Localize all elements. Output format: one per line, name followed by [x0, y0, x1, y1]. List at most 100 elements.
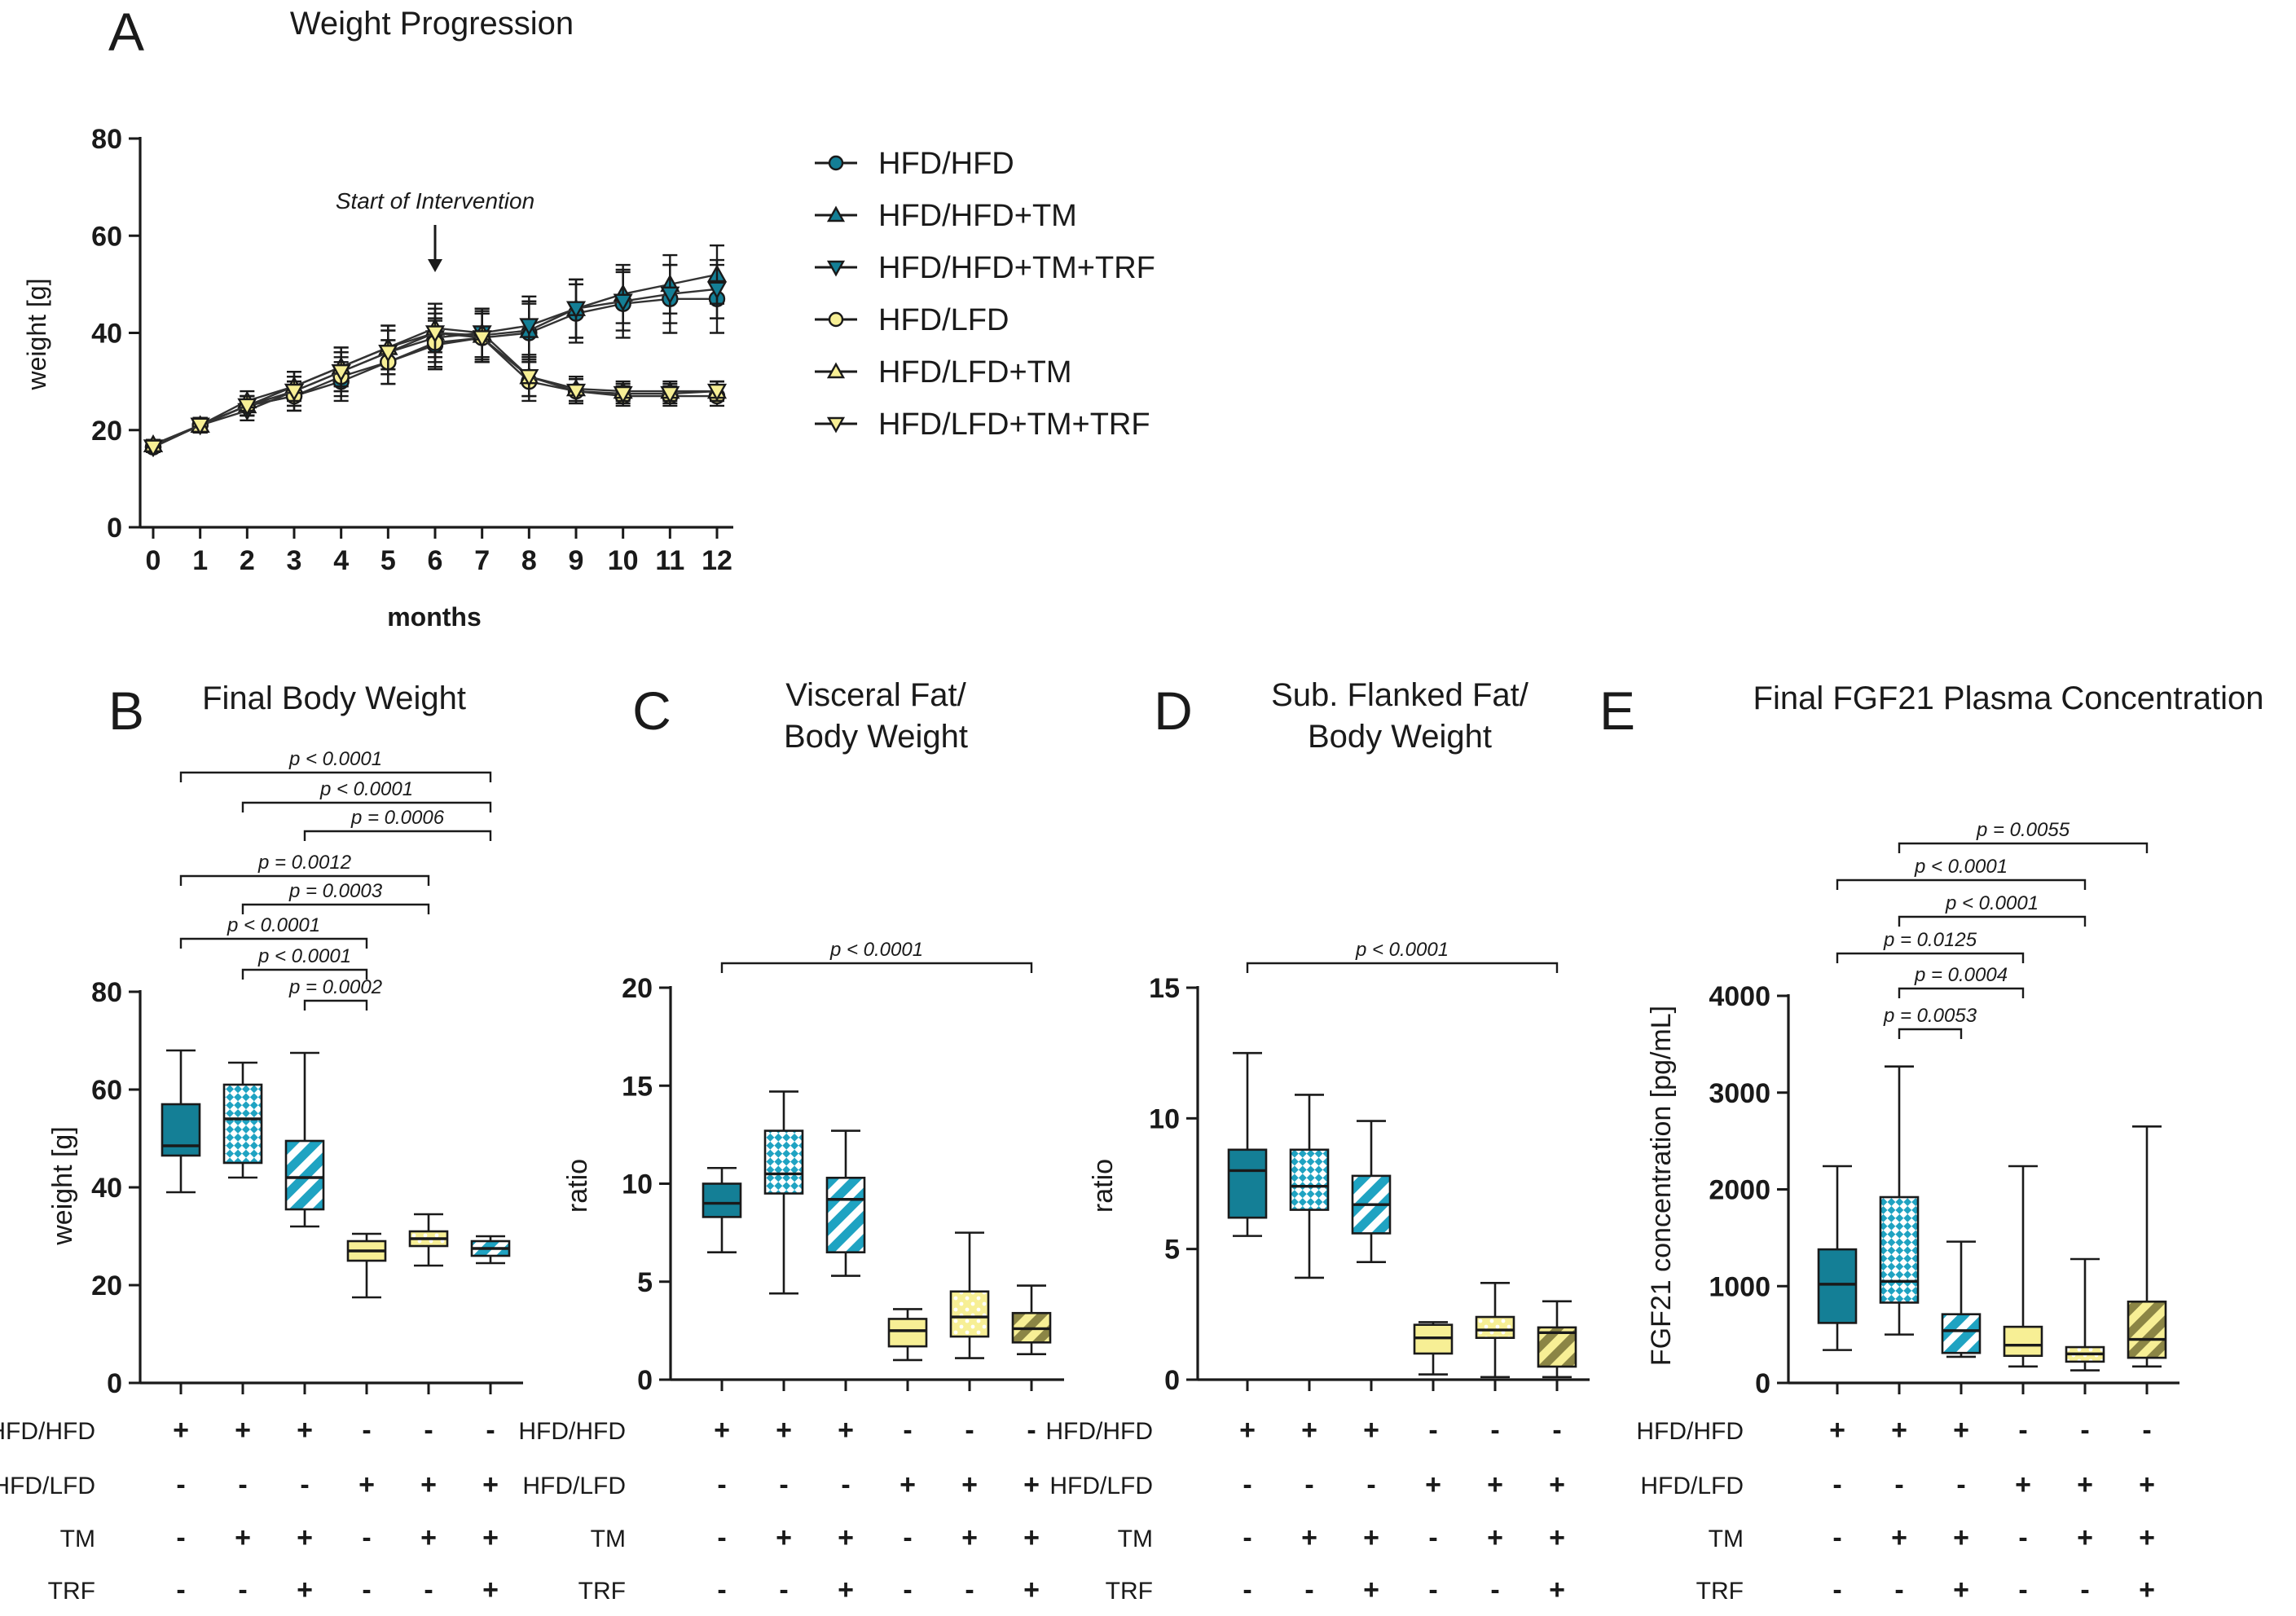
box-c-5	[1011, 1284, 1052, 1356]
p-value-label: p = 0.0053	[1883, 1005, 1977, 1027]
data-point	[143, 439, 164, 458]
condition-mark: -	[1832, 1574, 1841, 1605]
y-tick-label-b: 20	[91, 1270, 122, 1301]
condition-mark: -	[1366, 1469, 1375, 1500]
x-tick-label-a: 1	[192, 545, 208, 576]
box-iqr	[161, 1103, 201, 1157]
chart-title-c: Visceral Fat/	[785, 677, 966, 713]
legend-label: HFD/LFD	[878, 303, 1009, 337]
condition-mark: -	[841, 1469, 850, 1500]
y-tick-label-e: 2000	[1709, 1175, 1770, 1206]
x-tick-label-a: 8	[521, 545, 537, 576]
condition-mark: +	[2077, 1522, 2093, 1553]
p-value-label: p < 0.0001	[319, 778, 413, 800]
condition-mark: +	[1829, 1415, 1845, 1446]
condition-mark: +	[1487, 1522, 1503, 1553]
condition-mark: -	[717, 1469, 726, 1500]
condition-mark: +	[1023, 1522, 1040, 1553]
box-iqr	[1879, 1195, 1920, 1304]
legend-marker	[828, 155, 844, 171]
condition-label: HFD/LFD	[0, 1473, 95, 1499]
significance-bracket	[720, 962, 1033, 973]
box-b-0	[161, 1049, 201, 1194]
condition-label: TRF	[48, 1578, 95, 1605]
data-point	[331, 364, 351, 382]
condition-label: HFD/HFD	[1045, 1418, 1153, 1445]
p-value-label: p = 0.0002	[288, 976, 382, 998]
legend-marker	[826, 416, 846, 434]
significance-bracket	[241, 801, 492, 812]
box-e-1	[1879, 1065, 1920, 1336]
condition-mark: +	[235, 1415, 251, 1446]
y-axis-label-c: ratio	[562, 1159, 593, 1213]
p-value-label: p = 0.0012	[257, 852, 351, 874]
chart-title-d: Body Weight	[1308, 719, 1492, 755]
legend-label: HFD/HFD+TM+TRF	[878, 251, 1155, 285]
p-value-label: p = 0.0003	[288, 880, 383, 902]
significance-bracket	[241, 903, 430, 914]
condition-mark: -	[176, 1574, 185, 1605]
y-tick-label-c: 15	[622, 1071, 653, 1102]
legend-label: HFD/LFD+TM+TRF	[878, 407, 1150, 442]
condition-mark: -	[486, 1415, 495, 1446]
conditions-d: HFD/HFD + + + - - - HFD/LFD - - - + + + TM - + + - + + TRF - - +…	[1045, 1415, 1565, 1605]
chart-title-b: Final Body Weight	[202, 680, 466, 716]
data-point	[660, 385, 680, 404]
condition-mark: +	[1301, 1522, 1317, 1553]
legend-a: HFD/HFD HFD/HFD+TM HFD/HFD+TM+TRF HFD/LFD HF…	[815, 147, 1155, 442]
box-d-0	[1227, 1051, 1268, 1237]
condition-mark: +	[838, 1574, 854, 1605]
condition-mark: -	[1552, 1415, 1561, 1446]
data-point	[472, 330, 492, 348]
box-iqr	[825, 1176, 866, 1253]
annotation-start-of-intervention: Start of Intervention	[336, 188, 534, 214]
data-point	[190, 417, 210, 436]
box-c-2	[825, 1129, 866, 1277]
condition-mark: -	[1832, 1522, 1841, 1553]
box-iqr	[1941, 1313, 1982, 1354]
significance-bracket	[1898, 987, 2025, 998]
data-point	[424, 325, 446, 343]
condition-mark: +	[2139, 1574, 2155, 1605]
condition-label: HFD/LFD	[522, 1473, 626, 1499]
conditions-b: HFD/HFD + + + - - - HFD/LFD - - - + + + TM - + + - + + TRF - - +…	[0, 1415, 499, 1605]
x-tick-label-a: 10	[608, 545, 639, 576]
comparisons-e: p = 0.0055 p < 0.0001 p < 0.0001 p = 0.0125…	[1836, 819, 2149, 1039]
condition-mark: +	[714, 1415, 730, 1446]
x-tick-label-a: 5	[380, 545, 396, 576]
conditions-c: HFD/HFD + + + - - - HFD/LFD - - - + + + TM - + + - + + TRF - - +…	[518, 1415, 1040, 1605]
condition-mark: +	[235, 1522, 251, 1553]
condition-mark: -	[1027, 1415, 1036, 1446]
conditions-e: HFD/HFD + + + - - - HFD/LFD - - - + + + TM - + + - + + TRF - - +…	[1636, 1415, 2155, 1605]
condition-mark: -	[1956, 1469, 1965, 1500]
box-c-4	[949, 1231, 990, 1359]
data-point	[660, 286, 680, 305]
box-e-0	[1817, 1165, 1858, 1351]
condition-mark: +	[1363, 1415, 1379, 1446]
x-tick-label-a: 6	[428, 545, 443, 576]
significance-bracket	[179, 874, 430, 886]
condition-mark: -	[965, 1574, 974, 1605]
x-tick-label-a: 2	[240, 545, 255, 576]
data-point	[613, 293, 633, 312]
significance-bracket	[1898, 1028, 1963, 1039]
y-tick-label-b: 60	[91, 1075, 122, 1106]
panel-e: E Final FGF21 Plasma Concentration FGF21 c…	[1599, 680, 2263, 1605]
significance-bracket	[179, 771, 492, 782]
box-iqr	[1817, 1248, 1858, 1324]
legend-marker	[826, 362, 846, 379]
y-tick-label-b: 40	[91, 1173, 122, 1204]
y-tick-label-d: 0	[1164, 1365, 1180, 1396]
condition-mark: +	[1953, 1574, 1969, 1605]
condition-mark: -	[1304, 1469, 1313, 1500]
significance-bracket	[1836, 878, 2087, 890]
box-b-5	[470, 1235, 511, 1265]
condition-mark: -	[1490, 1574, 1499, 1605]
data-point	[565, 301, 587, 319]
condition-label: TRF	[1106, 1578, 1153, 1605]
condition-mark: -	[903, 1574, 912, 1605]
condition-label: TM	[1118, 1526, 1153, 1552]
condition-mark: +	[1487, 1469, 1503, 1500]
legend-label: HFD/HFD+TM	[878, 199, 1077, 233]
box-b-4	[408, 1213, 449, 1267]
